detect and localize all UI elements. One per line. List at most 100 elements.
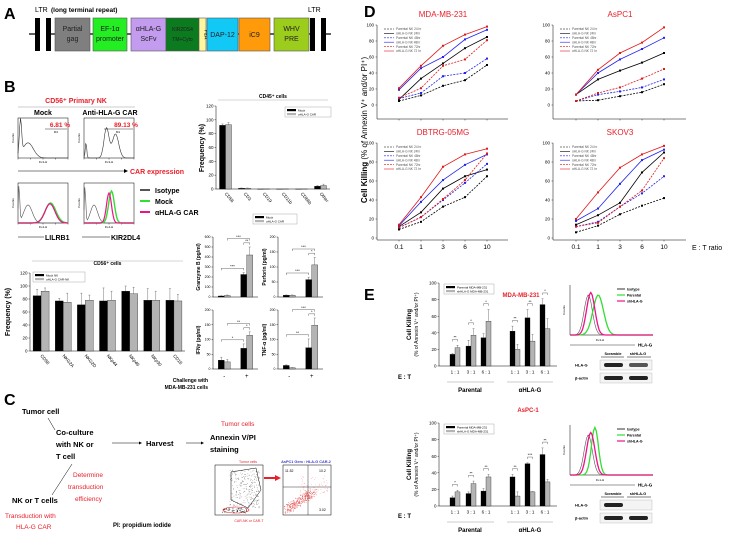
bar-cat-series1: [240, 348, 247, 370]
data-point-marker: [442, 84, 444, 87]
event-dot: [250, 487, 251, 489]
significance-bracket: [452, 339, 458, 342]
data-point-marker: [619, 90, 621, 93]
event-dot: [290, 510, 291, 511]
data-point-marker: [398, 88, 400, 91]
event-dot: [292, 504, 294, 506]
bar-11-series1: [449, 354, 456, 367]
y-tick-label: 40: [431, 330, 437, 335]
event-dot: [251, 482, 253, 484]
data-point-marker: [597, 68, 599, 71]
determine-label: Determine: [73, 472, 103, 479]
event-dot: [314, 493, 316, 495]
blot-strip: [599, 359, 653, 371]
y-axis-label: Granzyme B (pg/ml): [196, 243, 202, 291]
bar-NKp44-series2: [107, 300, 116, 352]
event-dot: [303, 502, 305, 503]
e-title-top: MDA-MB-231: [502, 293, 540, 299]
x-tick-label: -: [288, 374, 290, 380]
car-cell-gate: [222, 506, 250, 514]
event-dot: [312, 491, 314, 493]
data-point-marker: [442, 75, 444, 78]
event-dot: [251, 485, 253, 487]
data-point-marker: [597, 224, 599, 227]
y-tick-label: 100: [20, 284, 28, 289]
y-axis-label: Frequency (%): [199, 124, 206, 172]
data-point-marker: [464, 79, 466, 82]
event-dot: [295, 505, 296, 507]
event-dot: [255, 471, 257, 473]
event-dot: [253, 473, 255, 475]
x-tick-label: 3 : 1: [467, 510, 476, 515]
legend-label: Parental NK 24 hr: [572, 27, 598, 31]
event-dot: [246, 509, 247, 510]
event-dot: [235, 474, 236, 475]
event-dot: [243, 510, 245, 512]
event-dot: [285, 511, 287, 513]
segment-label: Partial: [63, 26, 83, 33]
x-tick-label: +: [245, 374, 249, 380]
data-point-marker: [663, 83, 665, 86]
blot-band: [629, 516, 648, 520]
legend-label: Parental MDA-MB-231: [457, 425, 488, 429]
group-label: αHLA-G: [519, 528, 542, 534]
significance-label: **: [453, 335, 457, 340]
construct-segment: WHV PRE: [273, 17, 310, 52]
event-dot: [245, 498, 247, 499]
segment-box: [54, 17, 91, 52]
event-dot: [306, 499, 307, 501]
y-tick-label: 60: [208, 145, 214, 150]
event-dot: [289, 507, 291, 508]
event-dot: [290, 507, 291, 509]
event-dot: [311, 484, 312, 485]
y-axis-label: (% of Annexin V⁺ and/or PI⁺): [414, 292, 420, 357]
event-dot: [319, 486, 320, 488]
significance-label: *: [470, 318, 472, 323]
legend-label: Parental: [627, 293, 641, 297]
event-dot: [323, 491, 325, 493]
event-dot: [312, 489, 313, 491]
y-tick-label: 40: [545, 71, 551, 76]
significance-label: **: [528, 299, 532, 304]
event-dot: [241, 511, 242, 513]
event-dot: [250, 478, 251, 480]
segment-label: DAP-12: [210, 32, 235, 39]
segment-label: EF-1α: [100, 26, 119, 33]
event-dot: [240, 511, 242, 512]
event-dot: [314, 479, 315, 481]
x-tick-label: CD56: [224, 191, 236, 203]
event-dot: [301, 501, 302, 503]
bar-11-series2: [514, 349, 521, 367]
event-dot: [297, 499, 299, 501]
bar-11-series2: [454, 491, 461, 507]
event-dot: [295, 505, 296, 507]
event-dot: [231, 497, 233, 498]
legend-label: αHLA-G NK 72 hr: [572, 167, 598, 171]
event-dot: [314, 489, 316, 491]
event-dot: [285, 513, 287, 514]
event-dot: [239, 493, 241, 495]
ltr-right-block: [310, 18, 326, 51]
y-tick-label: 20: [22, 336, 28, 341]
event-dot: [286, 511, 288, 513]
event-dot: [239, 492, 240, 494]
event-dot: [317, 486, 319, 487]
bar-cat-series2: [289, 367, 296, 370]
blot-row-label: HLA-G: [575, 503, 588, 508]
event-dot: [244, 488, 246, 490]
bar-cat-series1: [283, 295, 290, 298]
event-dot: [232, 479, 233, 481]
event-dot: [246, 510, 247, 512]
data-point-marker: [486, 57, 488, 60]
blot-row-label: β-actin: [575, 376, 589, 381]
event-dot: [253, 476, 255, 477]
legend-label: αHLA-G NK 48hr: [396, 158, 421, 162]
bar-Other-series1: [314, 186, 321, 190]
event-dot: [292, 509, 294, 511]
event-dot: [305, 498, 306, 499]
x-tick-label: 1: [596, 244, 600, 251]
event-dot: [307, 492, 308, 494]
significance-bracket: [512, 468, 518, 471]
